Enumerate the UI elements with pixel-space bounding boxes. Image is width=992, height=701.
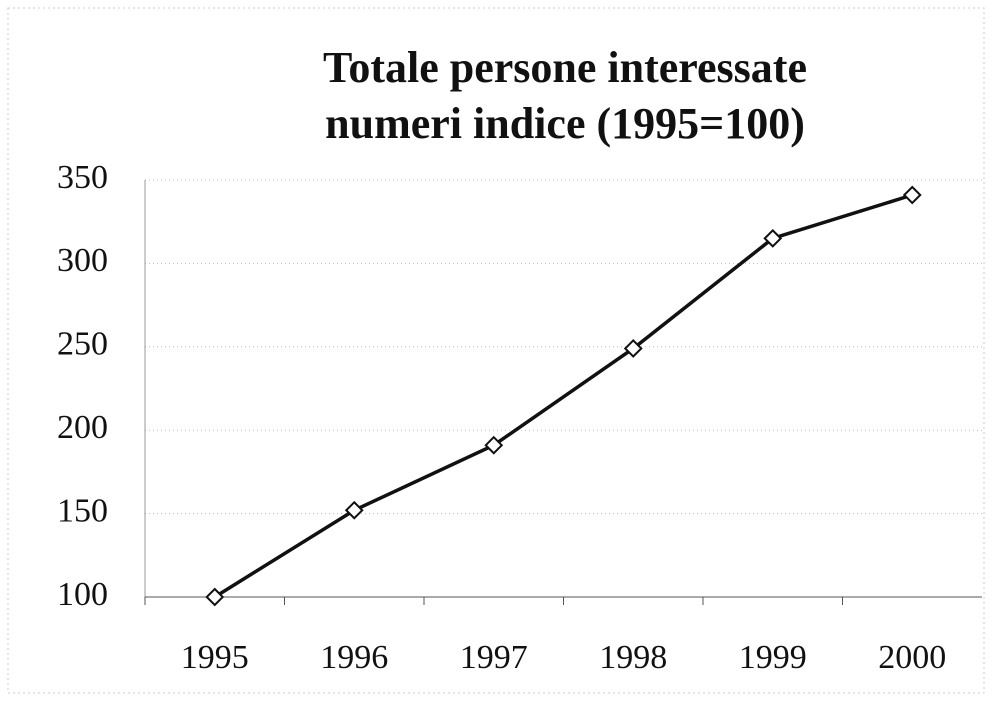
x-tick-label: 2000 <box>878 639 946 676</box>
y-tick-label: 100 <box>57 576 108 613</box>
y-tick-label: 350 <box>57 159 108 196</box>
y-tick-label: 250 <box>57 326 108 363</box>
x-tick-label: 1995 <box>181 639 249 676</box>
data-point <box>763 228 783 248</box>
y-tick-label: 300 <box>57 242 108 279</box>
x-tick-label: 1999 <box>739 639 807 676</box>
data-point <box>902 185 922 205</box>
x-tick-label: 1997 <box>460 639 528 676</box>
data-point <box>205 587 225 607</box>
data-point <box>623 339 643 358</box>
chart-title: Totale persone interessate <box>323 43 807 92</box>
x-tick-label: 1998 <box>599 639 667 676</box>
chart-title: numeri indice (1995=100) <box>325 99 805 148</box>
x-tick-label: 1996 <box>320 639 388 676</box>
y-tick-label: 150 <box>57 492 108 529</box>
data-line <box>213 193 913 599</box>
y-tick-label: 200 <box>57 409 108 446</box>
data-point <box>484 435 504 455</box>
data-point <box>344 500 364 520</box>
